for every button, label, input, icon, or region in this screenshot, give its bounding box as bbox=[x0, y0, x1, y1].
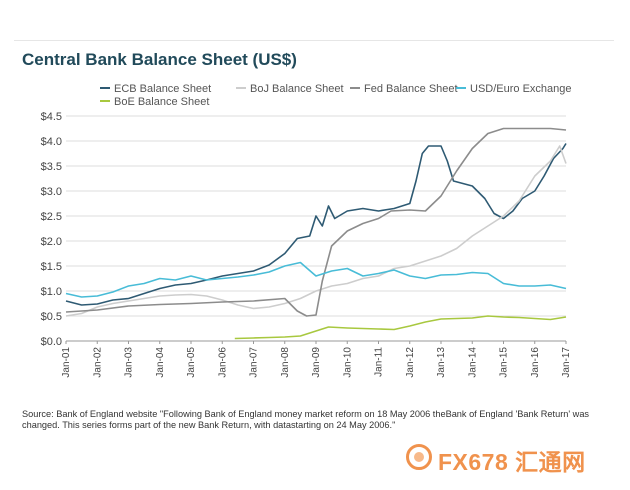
chart-gridlines bbox=[66, 115, 566, 342]
y-tick-label: $2.0 bbox=[41, 236, 62, 248]
y-tick-label: $3.0 bbox=[41, 186, 62, 198]
x-tick-label: Jan-13 bbox=[436, 347, 447, 378]
x-tick-label: Jan-09 bbox=[311, 347, 322, 378]
x-tick-label: Jan-06 bbox=[217, 347, 228, 378]
x-tick-label: Jan-05 bbox=[186, 347, 197, 378]
x-tick-label: Jan-14 bbox=[467, 347, 478, 378]
x-tick-label: Jan-03 bbox=[124, 347, 135, 378]
y-tick-label: $4.0 bbox=[41, 136, 62, 148]
x-axis: Jan-01 Jan-02 Jan-03 Jan-04 Jan-05 Jan-06 Jan-… bbox=[61, 340, 572, 378]
series-line-3 bbox=[65, 261, 567, 298]
legend-label: USD/Euro Exchange bbox=[470, 83, 572, 95]
x-tick-label: Jan-07 bbox=[249, 347, 260, 378]
series-line-2 bbox=[65, 127, 567, 317]
x-tick-label: Jan-01 bbox=[61, 347, 72, 378]
x-tick-label: Jan-08 bbox=[280, 347, 291, 378]
brand-logo: FX678 汇通网 bbox=[404, 441, 614, 475]
legend-label: BoJ Balance Sheet bbox=[250, 83, 344, 95]
legend-label: BoE Balance Sheet bbox=[114, 96, 209, 108]
x-tick-label: Jan-12 bbox=[405, 347, 416, 378]
x-tick-label: Jan-10 bbox=[342, 347, 353, 378]
y-tick-label: $0.0 bbox=[41, 336, 62, 348]
y-axis: $0.0 $0.5 $1.0 $1.5 $2.0 $2.5 $3.0 $3.5 $4.0 $4.5 bbox=[41, 111, 62, 348]
x-tick-label: Jan-04 bbox=[155, 347, 166, 378]
x-tick-label: Jan-17 bbox=[561, 347, 572, 378]
series-line-1 bbox=[65, 145, 567, 317]
series-line-4 bbox=[234, 315, 567, 340]
y-tick-label: $1.5 bbox=[41, 261, 62, 273]
y-tick-label: $0.5 bbox=[41, 311, 62, 323]
brand-text: FX678 汇通网 bbox=[438, 449, 586, 475]
y-tick-label: $3.5 bbox=[41, 161, 62, 173]
y-tick-label: $4.5 bbox=[41, 111, 62, 123]
brand-circle-icon bbox=[406, 444, 432, 470]
x-tick-label: Jan-02 bbox=[92, 347, 103, 378]
line-chart: ECB Balance Sheet BoJ Balance Sheet Fed Ba… bbox=[41, 83, 572, 378]
x-tick-label: Jan-11 bbox=[374, 347, 385, 377]
x-tick-label: Jan-15 bbox=[499, 347, 510, 378]
chart-title: Central Bank Balance Sheet (US$) bbox=[22, 50, 297, 69]
chart-series bbox=[65, 127, 567, 340]
chart-legend: ECB Balance Sheet BoJ Balance Sheet Fed Ba… bbox=[100, 83, 572, 108]
y-tick-label: $2.5 bbox=[41, 211, 62, 223]
y-tick-label: $1.0 bbox=[41, 286, 62, 298]
legend-label: ECB Balance Sheet bbox=[114, 83, 211, 95]
source-note: Source: Bank of England website "Followi… bbox=[22, 409, 590, 430]
legend-label: Fed Balance Sheet bbox=[364, 83, 458, 95]
x-tick-label: Jan-16 bbox=[530, 347, 541, 378]
